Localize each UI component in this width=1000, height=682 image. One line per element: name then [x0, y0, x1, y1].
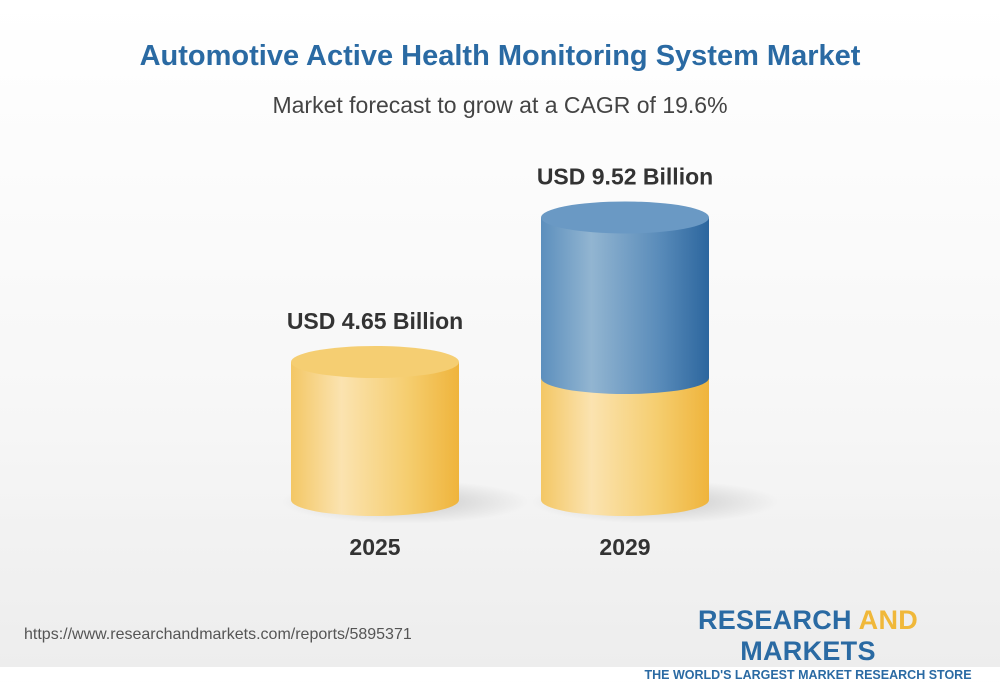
category-label: 2029	[599, 534, 650, 560]
cylinder-2029-growth-top	[541, 201, 709, 234]
cylinder-2029-base-body	[541, 378, 709, 516]
data-label: USD 4.65 Billion	[287, 308, 463, 334]
research-and-markets-logo: RESEARCH AND MARKETS THE WORLD'S LARGEST…	[644, 605, 972, 682]
chart-title: Automotive Active Health Monitoring Syst…	[139, 40, 861, 72]
data-label: USD 9.52 Billion	[537, 163, 713, 189]
category-label: 2025	[349, 534, 400, 560]
chart-subtitle: Market forecast to grow at a CAGR of 19.…	[272, 92, 728, 118]
cylinder-chart: USD 4.65 Billion 2025 USD 9.52 Billion 2029	[281, 163, 779, 560]
cylinder-2025-body	[291, 362, 459, 516]
report-url[interactable]: https://www.researchandmarkets.com/repor…	[24, 626, 412, 643]
cylinder-2025-top	[291, 346, 459, 378]
cylinder-2029-growth-body	[541, 217, 709, 394]
